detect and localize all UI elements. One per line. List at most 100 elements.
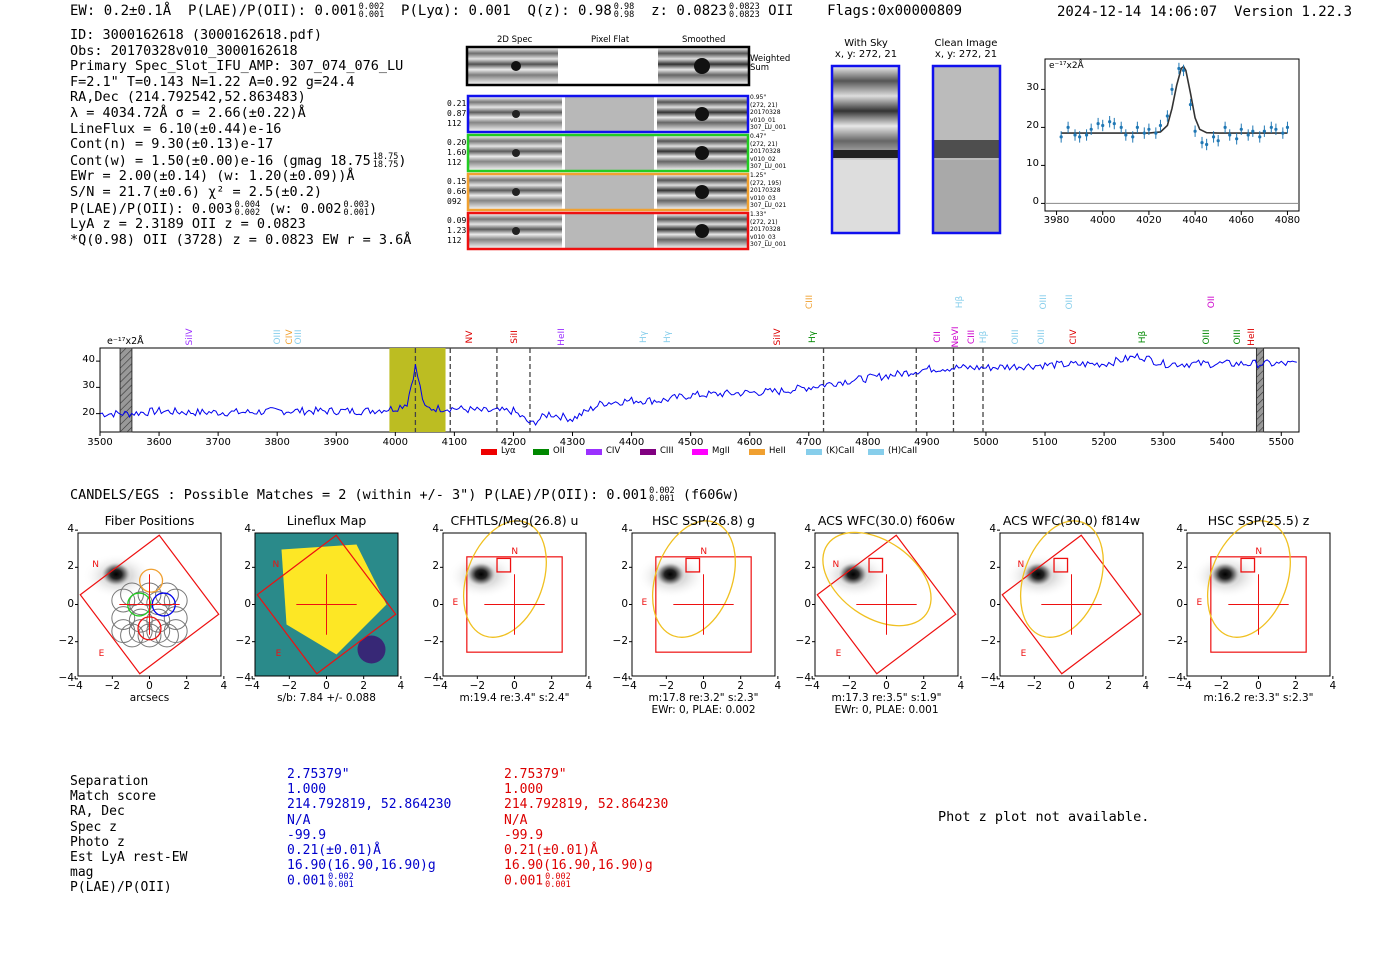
- panel-2: [439, 520, 590, 680]
- cutout-left-value: 112: [447, 158, 462, 167]
- y-tick-label: −2: [423, 634, 439, 647]
- x-tick-label: 3900: [323, 437, 349, 448]
- y-tick-label: −2: [980, 634, 996, 647]
- source-box: [1053, 557, 1069, 573]
- cutout-right-value: 307_LU_001: [750, 124, 787, 131]
- emission-line-label: OIII: [273, 329, 283, 345]
- data-point: [1269, 125, 1273, 129]
- y-tick-label: 2: [432, 560, 439, 573]
- aperture-ellipse: [462, 520, 547, 638]
- y-tick-label: −4: [980, 671, 996, 684]
- emission-line-label: Hβ: [979, 330, 989, 344]
- x-tick-label: 4900: [914, 437, 940, 448]
- x-tick-label: 3980: [1043, 215, 1070, 226]
- data-point: [1235, 137, 1239, 141]
- cutout-frame: [466, 172, 750, 212]
- legend-label: CIII: [660, 446, 674, 456]
- y-tick-label: −2: [235, 634, 251, 647]
- cutout-left-value: 0.66: [447, 187, 467, 196]
- emission-line-label: OIII: [1039, 294, 1049, 310]
- x-tick-label: 2: [183, 680, 191, 692]
- emission-line-label: OIII: [1233, 329, 1243, 345]
- spectrum-line: [99, 352, 1297, 427]
- panel-4: [811, 529, 962, 680]
- cutout-right-value: v010_01: [750, 116, 776, 124]
- legend-label: Lyα: [501, 446, 516, 456]
- y-tick-label: 0: [1032, 196, 1039, 208]
- cutout-right-value: 307_LU_021: [750, 202, 787, 209]
- x-tick-label: 0: [511, 680, 518, 692]
- x-tick-label: 5400: [1209, 437, 1235, 448]
- x-tick-label: 2: [360, 680, 368, 692]
- footprint: [79, 534, 220, 675]
- data-point: [1084, 133, 1089, 137]
- panel-caption: m:17.3 re:3.5" s:1.9": [831, 692, 942, 704]
- north-label: N: [700, 547, 708, 558]
- east-label: E: [275, 648, 282, 659]
- cutout-left-value: 112: [447, 236, 462, 245]
- x-tick-label: −2: [1026, 680, 1043, 692]
- panel-title: ACS WFC(30.0) f606w: [817, 513, 956, 528]
- emission-line-label: Hγ: [663, 330, 673, 344]
- data-point: [1135, 125, 1139, 129]
- data-point: [1274, 127, 1278, 131]
- cutout-right-value: 0.47": [750, 133, 767, 140]
- y-tick-label: 0: [804, 597, 811, 610]
- legend-label: CIV: [606, 446, 621, 456]
- y-tick-label: −4: [235, 671, 251, 684]
- panel-title: HSC SSP(26.8) g: [652, 513, 755, 528]
- x-tick-label: 4300: [559, 437, 586, 448]
- cutout-left-value: 0.20: [447, 138, 467, 147]
- x-tick-label: 4: [397, 680, 405, 692]
- data-point: [1066, 125, 1070, 129]
- cutout-row-left: 0.15 0.66 092: [447, 177, 466, 207]
- x-tick-label: 4500: [677, 437, 704, 448]
- y-tick-label: 0: [432, 597, 439, 610]
- zoom-unit-label: e⁻¹⁷x2Å: [1049, 61, 1084, 71]
- cutout-flat: [565, 214, 654, 248]
- y-tick-label: 4: [804, 523, 811, 536]
- legend-swatch: [868, 449, 884, 455]
- x-tick-label: 0: [146, 680, 153, 692]
- fiber-cutout-rows: [466, 94, 750, 251]
- y-tick-label: −2: [58, 634, 74, 647]
- cutout-right-value: (272, 195): [750, 179, 782, 187]
- cutout-left-value: 0.87: [447, 109, 467, 118]
- qz-value: Q(z): 0.98: [527, 3, 612, 19]
- info-contn: Cont(n) = 9.30(±0.13)e-17: [70, 136, 274, 153]
- x-tick-label: 0: [323, 680, 330, 692]
- info-q: *Q(0.98) OII (3728) z = 0.0823 EW r = 3.…: [70, 231, 412, 248]
- col-pixel-flat: Pixel Flat: [591, 35, 630, 45]
- data-point: [1154, 131, 1158, 135]
- north-label: N: [92, 560, 100, 570]
- data-point: [1251, 129, 1255, 133]
- north-label: N: [511, 547, 519, 558]
- datetime: 2024-12-14 14:06:07: [1057, 4, 1218, 20]
- info-radec: RA,Dec (214.792542,52.863483): [70, 89, 306, 106]
- y-tick-label: 0: [244, 597, 251, 610]
- x-tick-label: −2: [658, 680, 675, 692]
- data-point: [1147, 127, 1151, 131]
- y-tick-label: 4: [67, 523, 74, 536]
- detection-info: ID: 3000162618 (3000162618.pdf) Obs: 201…: [70, 27, 412, 248]
- emission-line-label: SiIV: [773, 328, 783, 346]
- data-point: [1188, 103, 1193, 107]
- x-tick-label: 4060: [1228, 215, 1254, 226]
- with-sky-title: With Sky x, y: 272, 21: [834, 38, 898, 60]
- y-tick-label: 2: [621, 560, 628, 573]
- fiber-circle: [163, 606, 188, 630]
- cutout-right-value: 1.33": [750, 211, 767, 218]
- data-point: [1124, 133, 1128, 137]
- data-point: [1193, 129, 1197, 133]
- data-point: [1181, 68, 1186, 72]
- x-tick-label: 5300: [1150, 437, 1176, 448]
- col-smoothed: Smoothed: [682, 35, 726, 45]
- cutout-row-right: 1.33" (272, 21) 20170328 v010_03 307_LU_001: [750, 211, 786, 249]
- y-tick-label: −4: [58, 671, 74, 684]
- x-tick-label: −4: [989, 680, 1005, 692]
- emission-line-label: SiIV: [185, 328, 195, 346]
- panel-caption: m:17.8 re:3.2" s:2.3": [648, 692, 759, 704]
- aperture-ellipse: [651, 520, 736, 638]
- match-table-col1: 2.75379" 1.000 214.792819, 52.864230 N/A -9…: [287, 767, 452, 891]
